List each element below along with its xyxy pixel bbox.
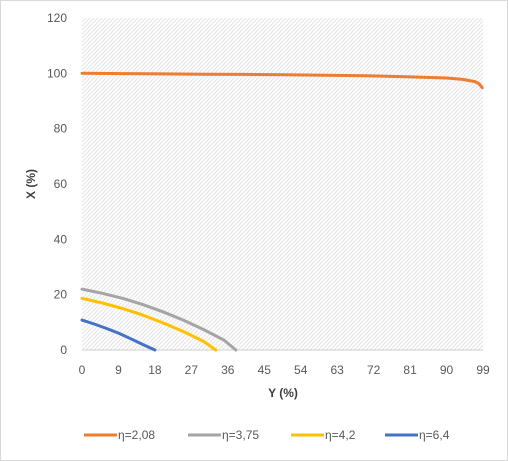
x-axis: 0 9 18 27 36 45 54 63 72 81 90 99 [79,363,490,377]
x-tick-label: 54 [294,363,308,377]
y-tick-label: 120 [47,11,67,25]
y-tick-label: 60 [54,177,68,191]
series-line-2 [80,296,218,352]
y-tick-label: 0 [60,343,67,357]
x-axis-title: Y (%) [268,386,298,400]
legend: η=2,08 η=3,75 η=4,2 η=6,4 [84,428,450,442]
y-axis: 0 20 40 60 80 100 120 [47,11,67,357]
y-tick-label: 100 [47,66,67,80]
series-lines [80,71,484,352]
x-tick-label: 9 [115,363,122,377]
x-tick-label: 45 [258,363,272,377]
x-tick-label: 18 [148,363,162,377]
x-tick-label: 27 [185,363,199,377]
y-tick-label: 40 [54,232,68,246]
x-tick-label: 63 [331,363,345,377]
series-line-1 [80,287,238,352]
x-tick-label: 99 [476,363,490,377]
y-tick-label: 20 [54,288,68,302]
x-tick-label: 81 [403,363,417,377]
series-line-3 [80,318,157,352]
legend-label-0: η=2,08 [118,428,155,442]
legend-label-1: η=3,75 [222,428,259,442]
legend-label-2: η=4,2 [325,428,356,442]
x-tick-label: 90 [440,363,454,377]
x-tick-label: 36 [221,363,235,377]
y-tick-label: 80 [54,122,68,136]
plot-area [82,18,483,350]
series-line-0 [80,71,484,90]
legend-label-3: η=6,4 [419,428,450,442]
x-tick-label: 0 [79,363,86,377]
x-tick-label: 72 [367,363,381,377]
y-axis-title: X (%) [24,169,38,199]
